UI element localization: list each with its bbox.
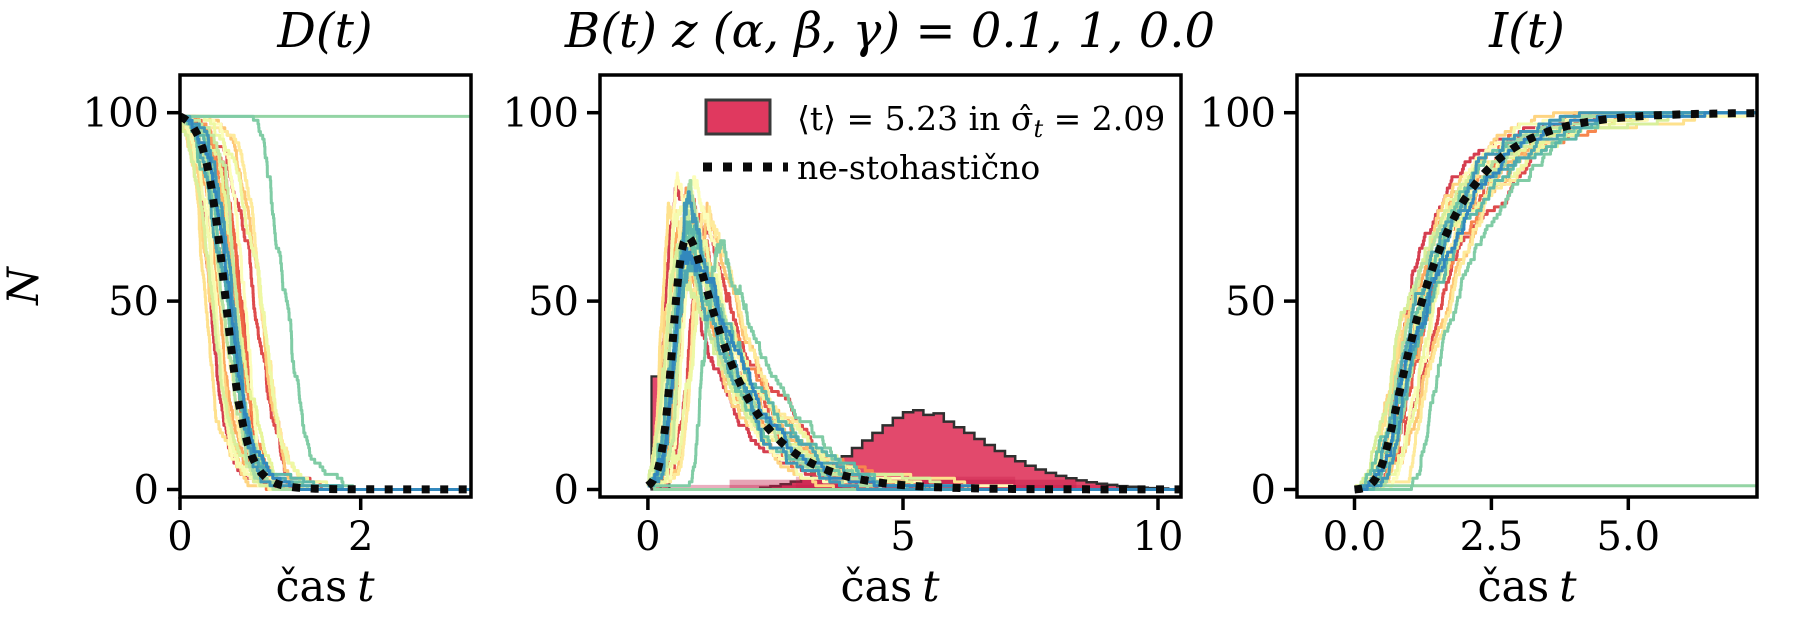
axes-frame bbox=[178, 73, 473, 499]
y-tick-label: 50 bbox=[528, 279, 579, 325]
stochastic-trajectory bbox=[1353, 111, 1757, 491]
legend-label-text: = 2.09 bbox=[1043, 99, 1165, 138]
y-tick-label: 100 bbox=[83, 91, 159, 137]
y-axis-label: N bbox=[0, 266, 49, 306]
panel-i-title: I(t) bbox=[1488, 3, 1565, 59]
panel-I-plot-area bbox=[1353, 109, 1757, 494]
x-label-variable: t bbox=[1559, 562, 1577, 612]
axes-frame bbox=[1295, 73, 1759, 499]
legend: ⟨t⟩ = 5.23 in σ̂t = 2.09 ne-stohastično bbox=[703, 98, 1165, 187]
legend-label-text: ⟨t⟩ = 5.23 in σ̂ bbox=[797, 99, 1033, 138]
x-tick-label: 5 bbox=[890, 514, 915, 560]
axes-frame bbox=[598, 73, 1183, 499]
deterministic-line bbox=[1354, 109, 1757, 494]
y-tick-label: 0 bbox=[134, 468, 159, 514]
y-tick-label: 50 bbox=[1225, 279, 1276, 325]
x-label-variable: t bbox=[922, 562, 940, 612]
panel-I: 0.0 2.5 5.0 0 50 100 bbox=[1200, 73, 1759, 560]
deterministic-line bbox=[645, 232, 1181, 494]
x-axis-label-d: čas t bbox=[275, 562, 375, 612]
y-tick-label: 100 bbox=[503, 91, 579, 137]
x-tick-label: 0 bbox=[167, 514, 192, 560]
x-tick-label: 2.5 bbox=[1460, 514, 1524, 560]
legend-histogram-label: ⟨t⟩ = 5.23 in σ̂t = 2.09 bbox=[797, 99, 1165, 143]
y-tick-label: 100 bbox=[1200, 91, 1276, 137]
x-axis-label-i: čas t bbox=[1477, 562, 1577, 612]
x-axis-label-b: čas t bbox=[840, 562, 940, 612]
panel-B-plot-area bbox=[645, 171, 1181, 494]
legend-label-subscript: t bbox=[1033, 115, 1043, 143]
x-tick-label: 5.0 bbox=[1596, 514, 1660, 560]
x-label-word: čas bbox=[1477, 562, 1549, 612]
legend-histogram-patch bbox=[704, 98, 772, 136]
x-label-word: čas bbox=[840, 562, 912, 612]
x-tick-label: 2 bbox=[348, 514, 373, 560]
panel-b-title: B(t) z (α, β, γ) = 0.1, 1, 0.0 bbox=[564, 3, 1215, 59]
x-tick-label: 0 bbox=[635, 514, 660, 560]
stochastic-trajectory bbox=[1354, 484, 1757, 491]
stochastic-trajectory bbox=[1354, 111, 1757, 491]
y-tick-label: 0 bbox=[554, 468, 579, 514]
legend-deterministic-label: ne-stohastično bbox=[797, 148, 1040, 187]
y-tick-label: 0 bbox=[1251, 468, 1276, 514]
x-tick-label: 0.0 bbox=[1323, 514, 1387, 560]
panel-d-title: D(t) bbox=[276, 3, 372, 59]
stochastic-trajectory bbox=[647, 239, 1181, 491]
y-tick-label: 50 bbox=[108, 279, 159, 325]
panel-D: 0 2 0 50 100 bbox=[83, 73, 473, 560]
x-label-variable: t bbox=[357, 562, 375, 612]
panel-D-plot-area bbox=[180, 112, 471, 494]
x-label-word: čas bbox=[275, 562, 347, 612]
x-tick-label: 10 bbox=[1133, 514, 1184, 560]
stochastic-trajectory bbox=[180, 114, 471, 491]
